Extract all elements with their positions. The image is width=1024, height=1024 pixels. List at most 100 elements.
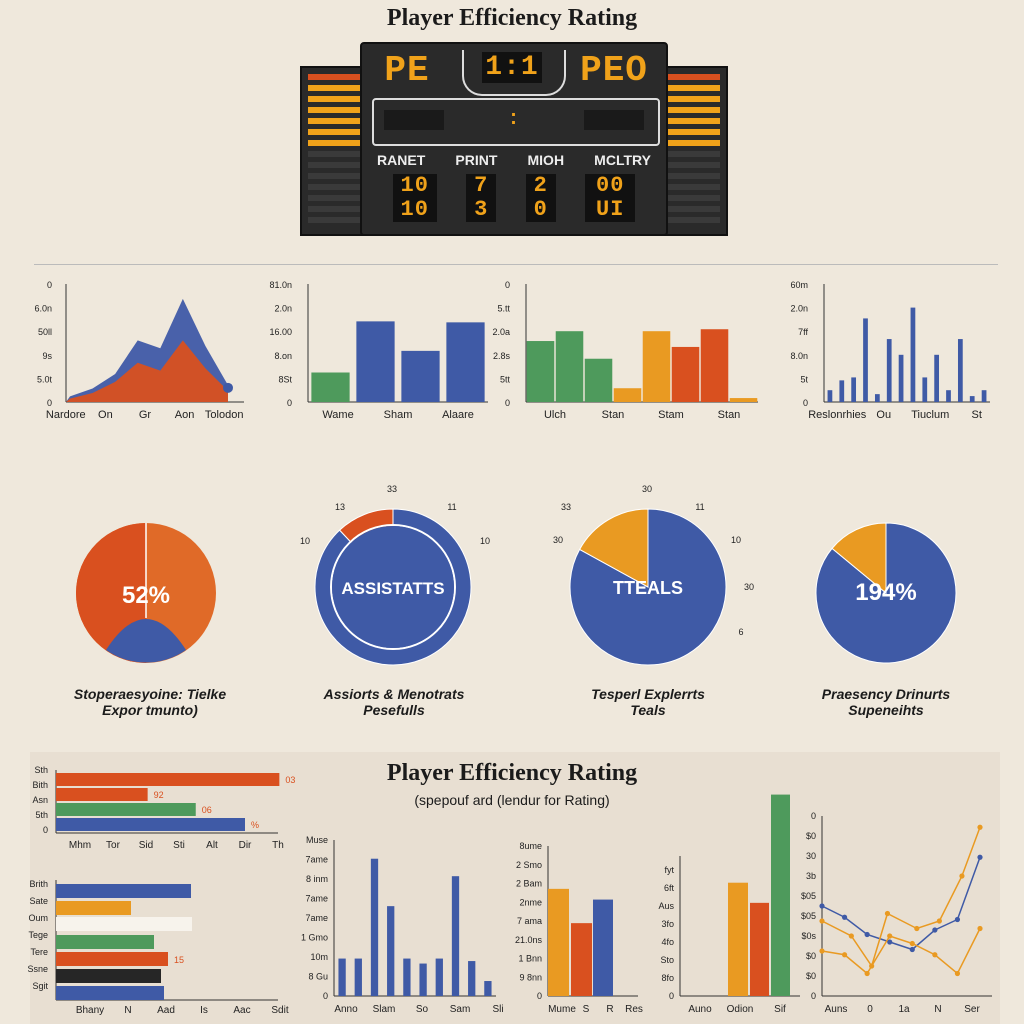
hbar-label: 15: [174, 955, 184, 965]
bar: [851, 377, 857, 402]
y-tick-label: 60m: [790, 280, 808, 290]
y-tick-label: 7ame: [305, 894, 328, 904]
x-tick-label: Alt: [206, 840, 218, 851]
y-tick-label: Brith: [29, 879, 48, 889]
y-tick-label: 8ume: [519, 841, 542, 851]
scoreboard-light: [666, 206, 720, 212]
pie-center-label: 194%: [855, 579, 916, 606]
scoreboard-light: [308, 217, 362, 223]
x-tick-label: S: [583, 1004, 590, 1015]
x-tick-label: St: [972, 409, 982, 421]
line-series: [821, 856, 981, 951]
hbar: [56, 803, 196, 816]
x-tick-label: Ou: [876, 409, 891, 421]
x-tick-label: Auns: [825, 1004, 848, 1015]
y-tick-label: $05: [801, 891, 816, 901]
bottom-subtitle: (spepouf ard (lendur for Rating): [414, 792, 610, 808]
bar: [922, 377, 928, 402]
bar: [729, 398, 758, 402]
pie-outer-label: 11: [695, 502, 704, 512]
scoreboard-light: [308, 173, 362, 179]
y-tick-label: 8fo: [661, 973, 674, 983]
x-tick-label: Stan: [718, 409, 741, 421]
bar: [750, 902, 769, 996]
x-tick-label: Odion: [727, 1004, 754, 1015]
scoreboard-light: [666, 173, 720, 179]
pie-outer-label: 10: [731, 535, 741, 545]
scoreboard-light: [308, 140, 362, 146]
scoreboard-light: [666, 85, 720, 91]
y-tick-label: 2.0n: [790, 304, 808, 314]
y-tick-label: $05: [801, 911, 816, 921]
pie4-caption: Praesency Drinurts Supeneihts: [821, 686, 951, 718]
x-tick-label: So: [416, 1004, 429, 1015]
scoreboard-light: [308, 151, 362, 157]
x-tick-label: Mume: [548, 1004, 576, 1015]
scoreboard-top-right: PEO: [580, 50, 648, 91]
bar: [555, 331, 584, 402]
pie-outer-label: 30: [553, 535, 563, 545]
scoreboard-header: MIOH: [527, 152, 565, 168]
y-tick-label: 2 Bam: [516, 879, 542, 889]
bar: [898, 354, 904, 402]
y-tick-label: 7ame: [305, 855, 328, 865]
hbar-label: 03: [285, 775, 295, 785]
x-tick-label: Stan: [602, 409, 625, 421]
pie-outer-label: 10: [300, 536, 310, 546]
x-tick-label: 0: [867, 1004, 873, 1015]
pie-outer-label: 33: [387, 484, 397, 494]
x-tick-label: Res: [625, 1004, 643, 1015]
page-title: Player Efficiency Rating: [386, 5, 638, 31]
hbar-label: 92: [154, 790, 164, 800]
y-tick-label: Sto: [660, 955, 674, 965]
line-point: [819, 903, 825, 909]
y-tick-label: 5t: [800, 374, 808, 384]
pie-outer-label: 10: [480, 536, 490, 546]
y-tick-label: 0: [669, 991, 674, 1001]
bottom-title: Player Efficiency Rating: [386, 760, 638, 786]
bar: [401, 350, 440, 402]
pie-outer-label: 11: [447, 502, 456, 512]
data-point: [223, 382, 233, 393]
y-tick-label: 2 Smo: [516, 860, 542, 870]
x-tick-label: Sti: [173, 840, 185, 851]
scoreboard-light: [308, 195, 362, 201]
line-point: [932, 952, 938, 958]
line-point: [959, 873, 965, 879]
x-tick-label: Bhany: [76, 1005, 104, 1016]
bar: [671, 346, 700, 402]
x-tick-label: Sdit: [271, 1005, 288, 1016]
scoreboard-light: [666, 140, 720, 146]
x-tick-label: Stam: [658, 409, 684, 421]
scoreboard-light: [308, 206, 362, 212]
x-tick-label: Aon: [175, 409, 195, 421]
hbar: [56, 818, 245, 831]
line-series: [821, 928, 981, 975]
scoreboard-light: [308, 85, 362, 91]
y-tick-label: 0: [323, 991, 328, 1001]
pie-outer-label: 13: [335, 502, 345, 512]
y-tick-label: Tege: [28, 930, 48, 940]
line-series: [821, 826, 981, 968]
pie-center-label: ASSISTATTS: [341, 579, 444, 598]
line-point: [932, 927, 938, 933]
bar: [934, 354, 940, 402]
x-tick-label: Sif: [774, 1004, 786, 1015]
hbar: [56, 969, 161, 983]
x-tick-label: Is: [200, 1005, 208, 1016]
bar: [387, 906, 395, 996]
scoreboard-clock: 1:1: [482, 52, 542, 83]
pie-slice: [831, 522, 887, 595]
x-tick-label: Aad: [157, 1005, 175, 1016]
y-tick-label: 0: [505, 398, 510, 408]
bar: [484, 981, 492, 996]
y-tick-label: 50ll: [38, 327, 52, 337]
y-tick-label: Oum: [28, 913, 48, 923]
bar: [593, 899, 613, 996]
scoreboard-light: [666, 195, 720, 201]
y-tick-label: 6.0n: [34, 304, 52, 314]
y-tick-label: 5.0t: [37, 374, 53, 384]
pie1-caption: Stoperaesyoine: Tielke Expor tmunto): [73, 686, 227, 718]
